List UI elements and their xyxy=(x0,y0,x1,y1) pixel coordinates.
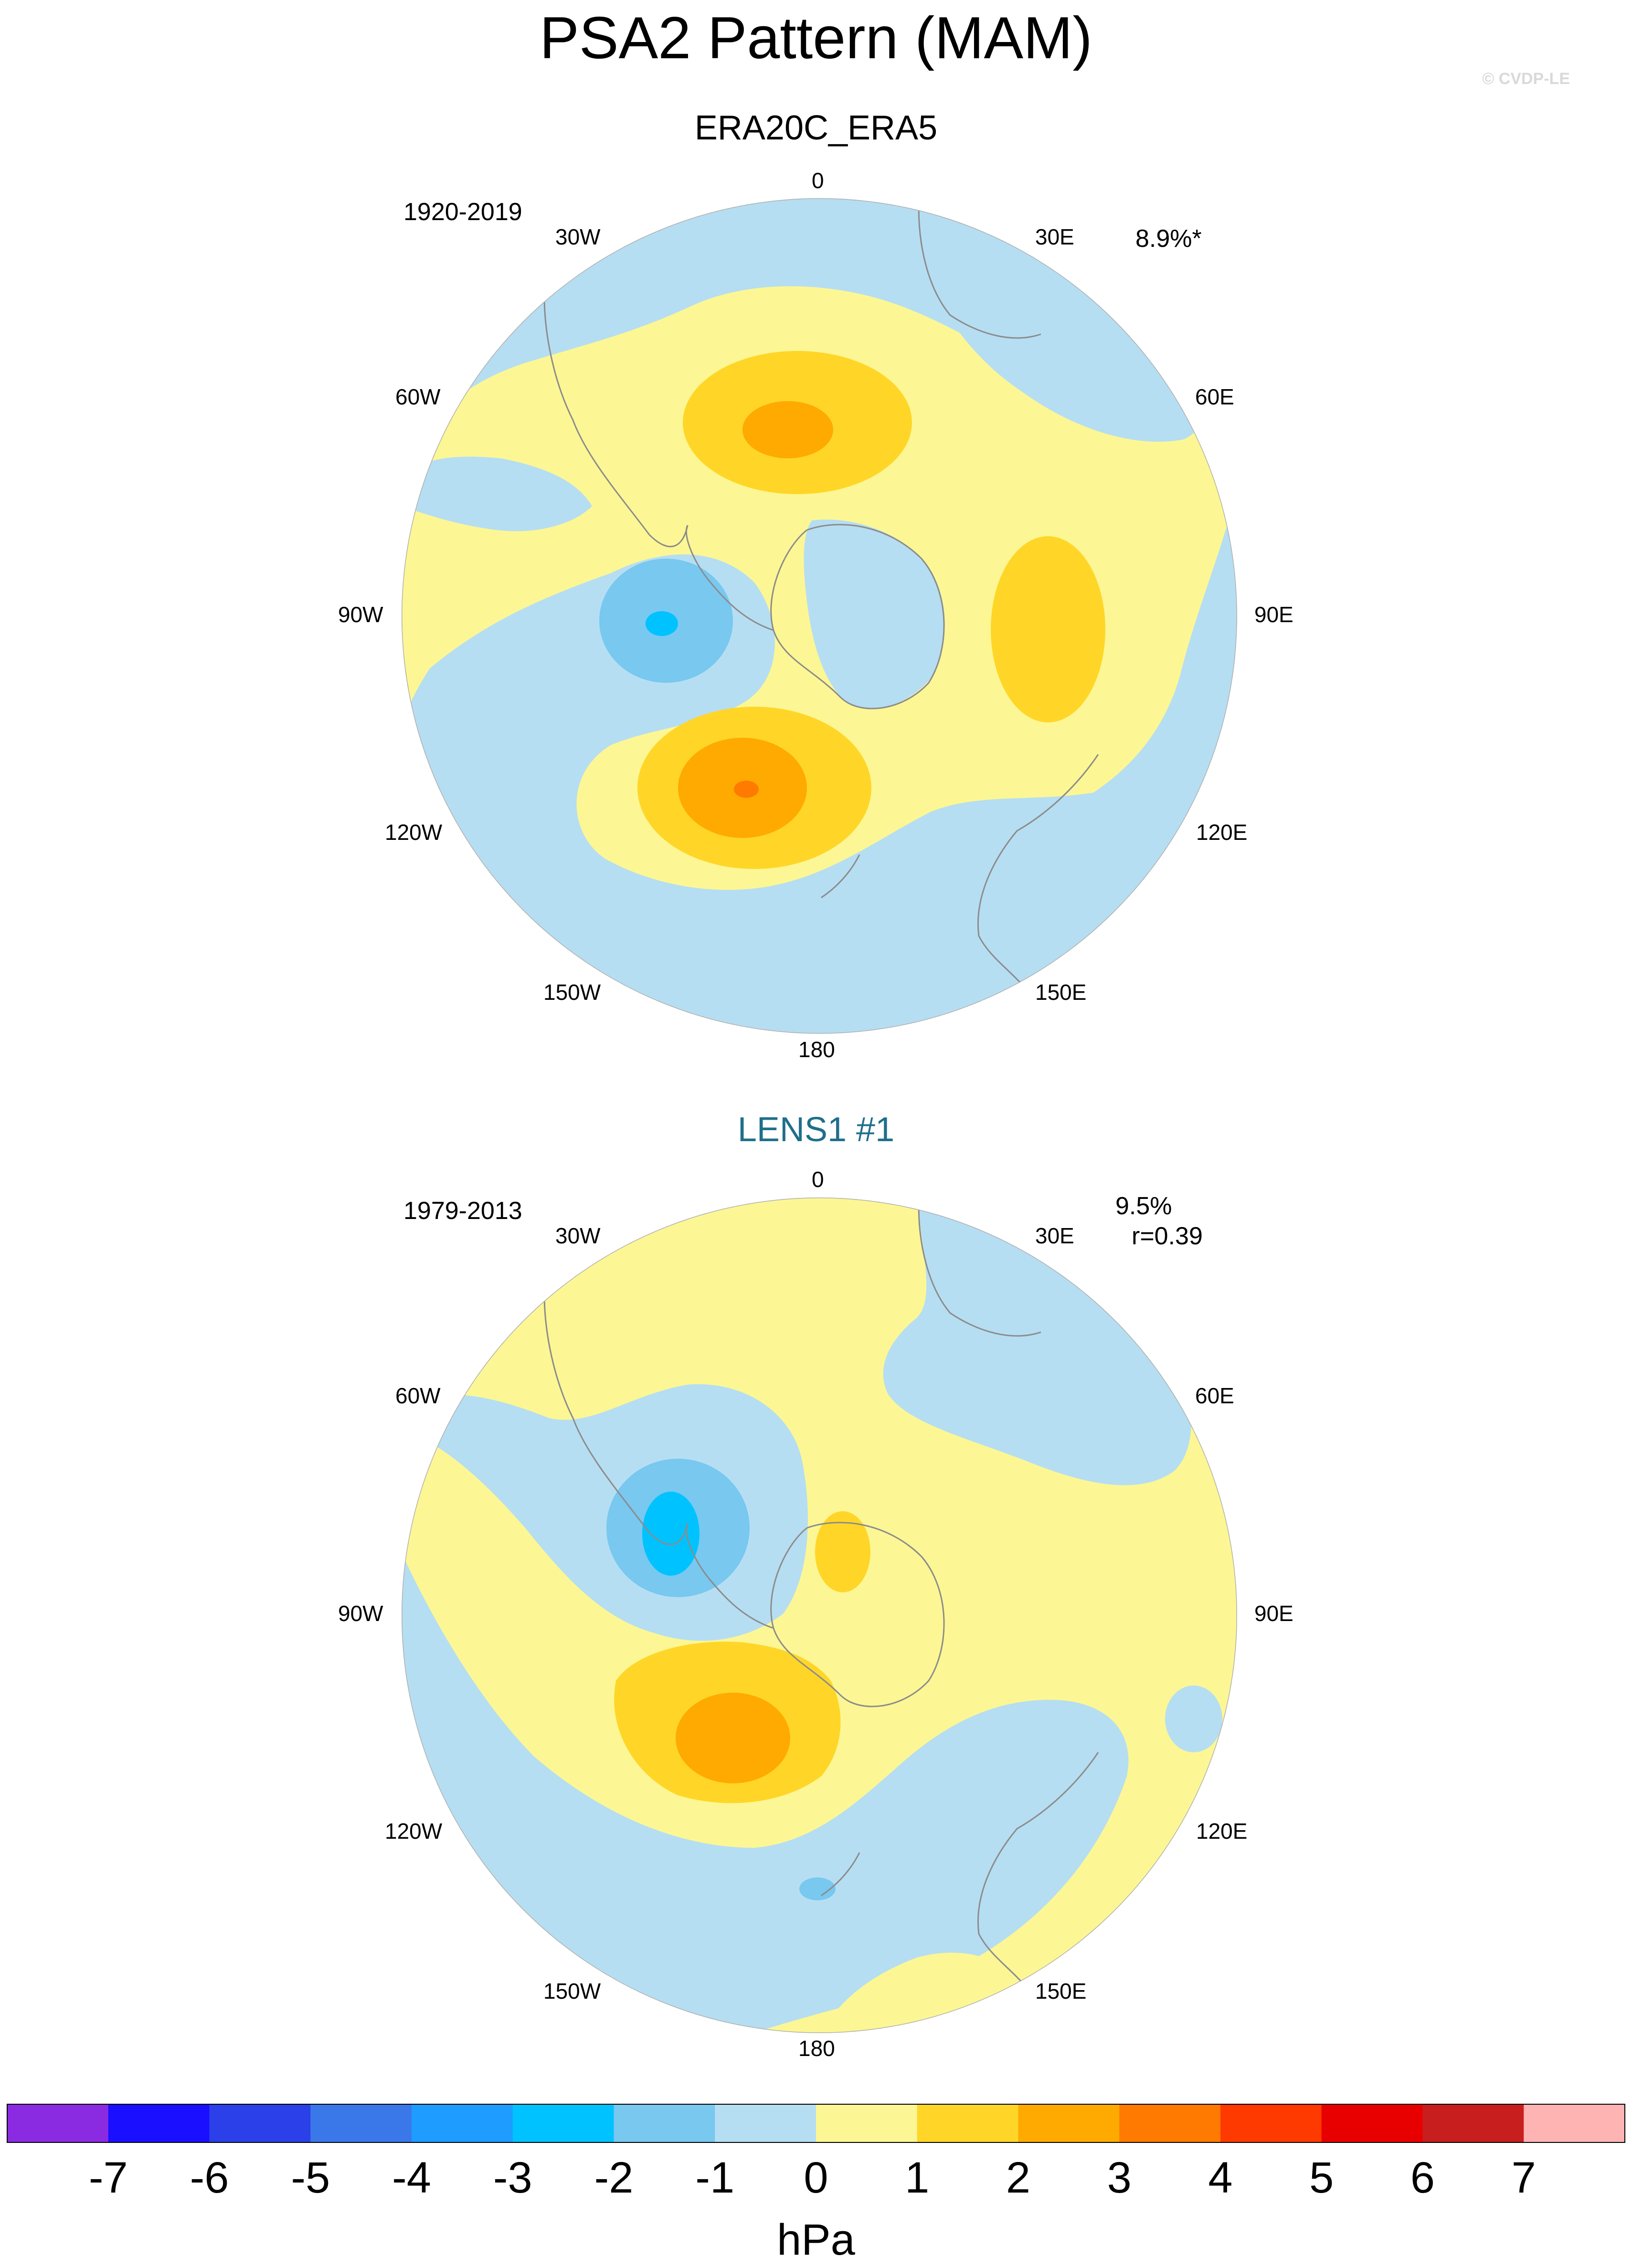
panel1-lon-90w: 90W xyxy=(338,602,383,627)
panel2-coastlines xyxy=(543,1198,1099,2011)
panel2-lon-60w: 60W xyxy=(395,1383,441,1408)
panel1-antarctica-negative xyxy=(804,519,945,709)
colorbar-box xyxy=(209,2104,311,2142)
panel1-lon-30w: 30W xyxy=(555,224,601,249)
colorbar-box xyxy=(7,2104,109,2142)
panel2-period: 1979-2013 xyxy=(403,1197,522,1225)
colorbar-tick-label: -5 xyxy=(291,2153,330,2202)
colorbar-tick-label: 5 xyxy=(1309,2153,1334,2202)
panel2-low-nz xyxy=(799,1877,836,1900)
panel1-lon-60e: 60E xyxy=(1195,384,1234,409)
colorbar-box xyxy=(1422,2104,1524,2142)
panel2-lon-90w: 90W xyxy=(338,1601,383,1626)
panel2-title: LENS1 #1 xyxy=(737,1111,895,1149)
colorbar-box xyxy=(310,2104,412,2142)
colorbar-box xyxy=(412,2104,513,2142)
panel2-correlation: r=0.39 xyxy=(1132,1222,1203,1250)
panel2-lon-150w: 150W xyxy=(543,1979,601,2003)
panel1-period: 1920-2019 xyxy=(403,198,522,226)
panel1-lon-120w: 120W xyxy=(385,820,443,845)
panel2-high-south-core xyxy=(676,1693,790,1783)
panel2-lon-150e: 150E xyxy=(1035,1979,1087,2003)
colorbar-tick-label: 4 xyxy=(1208,2153,1233,2202)
panel2-lon-30e: 30E xyxy=(1035,1223,1074,1248)
panel1-title: ERA20C_ERA5 xyxy=(694,109,938,147)
panel1-upper-right-negative xyxy=(915,201,1211,442)
panel2-high-antarctic xyxy=(815,1511,870,1592)
colorbar-tick-label: 2 xyxy=(1006,2153,1031,2202)
panel1-lon-120e: 120E xyxy=(1196,820,1248,845)
colorbar xyxy=(7,2104,1625,2143)
colorbar-box xyxy=(715,2104,816,2142)
copyright-notice: © CVDP-LE xyxy=(1482,70,1570,88)
panel2-lon-120w: 120W xyxy=(385,1819,443,1844)
figure-title: PSA2 Pattern (MAM) xyxy=(540,5,1092,71)
colorbar-box xyxy=(1220,2104,1322,2142)
colorbar-box xyxy=(108,2104,210,2142)
colorbar-box xyxy=(1321,2104,1423,2142)
colorbar-box xyxy=(917,2104,1018,2142)
panel1-left-negative-tongue xyxy=(402,456,592,531)
panel1-high-east xyxy=(991,536,1105,722)
panel2-lon-30w: 30W xyxy=(555,1223,601,1248)
panel2-lon-180: 180 xyxy=(798,2036,835,2061)
colorbar-tick-label: -1 xyxy=(695,2153,735,2202)
panel1-map xyxy=(402,198,1237,1034)
colorbar-tick-label: 7 xyxy=(1511,2153,1536,2202)
colorbar-tick-label: -2 xyxy=(594,2153,634,2202)
colorbar-box xyxy=(512,2104,614,2142)
panel2-low-core xyxy=(642,1492,699,1576)
panel2-map xyxy=(402,1198,1237,2033)
panel1-lon-150e: 150E xyxy=(1035,980,1087,1005)
colorbar-frame xyxy=(7,2104,1625,2143)
panel2-variance: 9.5% xyxy=(1115,1192,1172,1220)
panel1-high-south-core xyxy=(734,781,759,798)
colorbar-box xyxy=(1119,2104,1221,2142)
panel2-east-negative-small xyxy=(1165,1685,1222,1752)
colorbar-tick-label: -7 xyxy=(88,2153,128,2202)
colorbar-box xyxy=(1524,2104,1625,2142)
panel1-lon-150w: 150W xyxy=(543,980,601,1005)
colorbar-box xyxy=(816,2104,918,2142)
colorbar-tick-label: 0 xyxy=(804,2153,828,2202)
panel2-south-positive-lobe xyxy=(821,1952,1003,2033)
panel1-lon-180: 180 xyxy=(798,1037,835,1062)
panel2-lon-0: 0 xyxy=(812,1167,824,1192)
panel2-lon-90e: 90E xyxy=(1254,1601,1293,1626)
panel1-lon-90e: 90E xyxy=(1254,602,1293,627)
colorbar-tick-label: -6 xyxy=(190,2153,229,2202)
panel2-lon-120e: 120E xyxy=(1196,1819,1248,1844)
panel2-south-negative xyxy=(402,1552,1129,2033)
panel1-variance: 8.9%* xyxy=(1135,225,1202,253)
colorbar-box xyxy=(614,2104,715,2142)
colorbar-tick-label: 6 xyxy=(1410,2153,1435,2202)
panel1-coastlines xyxy=(543,198,1099,1013)
colorbar-tick-label: -4 xyxy=(392,2153,431,2202)
colorbar-box xyxy=(1018,2104,1120,2142)
panel1-lon-30e: 30E xyxy=(1035,224,1074,249)
panel1-high-north-core xyxy=(742,401,833,458)
colorbar-tick-label: 1 xyxy=(905,2153,930,2202)
colorbar-tick-label: 3 xyxy=(1107,2153,1132,2202)
panel1-lon-60w: 60W xyxy=(395,384,441,409)
panel1-lon-0: 0 xyxy=(812,168,824,193)
panel2-lon-60e: 60E xyxy=(1195,1383,1234,1408)
colorbar-unit: hPa xyxy=(777,2215,855,2264)
panel1-low-west-core xyxy=(646,611,678,636)
colorbar-tick-label: -3 xyxy=(493,2153,532,2202)
panel2-northeast-negative xyxy=(883,1198,1191,1485)
